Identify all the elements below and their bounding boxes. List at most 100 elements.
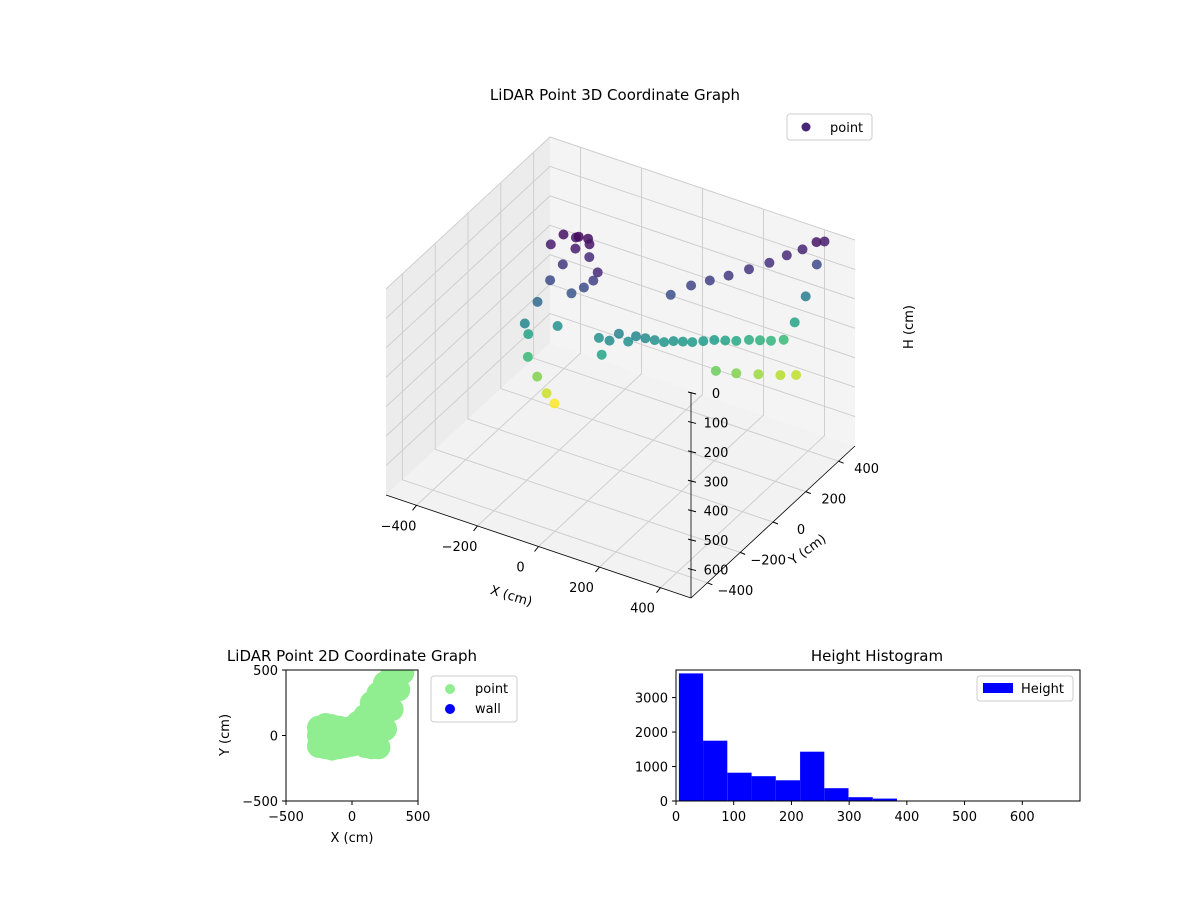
chart3d-point	[755, 335, 765, 346]
histogram-legend-box	[976, 675, 1074, 702]
chart3d-point	[744, 264, 754, 275]
chart3d-point	[613, 328, 624, 339]
chart3d-point	[631, 331, 641, 342]
chart3d-point	[593, 332, 604, 343]
chart3d-ticklabel-x: −400	[381, 519, 417, 534]
chart3d-point	[584, 239, 595, 250]
chart3d-point	[623, 336, 634, 347]
chart3d-gridline-x	[660, 229, 825, 589]
chart3d-xlabel: X (cm)	[488, 583, 534, 610]
histogram-ticks: 0 100 200 300 400 500 600 0 1000 2000 3000	[635, 692, 1035, 825]
chart3d-tick-z	[687, 538, 697, 542]
histogram-bars	[678, 673, 994, 801]
chart3d-ticklabel-z: 100	[704, 416, 729, 431]
chart2d-ticklabel-y: −500	[242, 795, 278, 810]
chart2d-points	[307, 670, 415, 761]
chart3d-point	[596, 349, 607, 360]
chart2d-ticks: −500 0 500 −500 0 500	[242, 664, 430, 825]
histogram-bar	[800, 751, 825, 801]
chart3d-ticklabel-x: −200	[442, 540, 478, 555]
chart3d-point	[778, 334, 789, 345]
histogram-bar	[703, 740, 728, 801]
chart3d-point	[709, 335, 720, 345]
chart3d-point	[665, 289, 676, 300]
chart2d-legend-marker-wall	[445, 704, 455, 714]
chart2d-legend-marker-point	[445, 684, 455, 694]
chart2d-ticklabel-x: 0	[348, 810, 356, 825]
chart3d-point	[659, 337, 670, 348]
chart3d-gridline-x	[477, 167, 642, 527]
chart2d-legend: point wall	[430, 675, 518, 723]
histogram-legend-label: Height	[1021, 682, 1064, 697]
chart3d-ticklabel-y: −200	[750, 553, 786, 568]
chart3d-point	[541, 388, 552, 399]
histogram-ticklabel-x: 300	[837, 810, 862, 825]
chart2d-point	[366, 735, 391, 760]
chart3d-gridline-z	[385, 165, 856, 319]
chart3d-point	[723, 270, 734, 281]
chart3d-gridline-y	[467, 213, 774, 523]
chart3d-point	[791, 370, 802, 380]
chart2d-ticklabel-y: 500	[253, 664, 278, 679]
chart3d-point	[519, 318, 530, 329]
chart3d-gridline-y	[533, 152, 839, 462]
chart3d-ticklabel-z: 200	[704, 446, 729, 461]
chart3d-ticklabel-y: 400	[854, 462, 879, 477]
chart3d-title: LiDAR Point 3D Coordinate Graph	[490, 86, 740, 104]
chart3d-ticklabel-y: 200	[821, 493, 846, 508]
chart3d-ticklabel-z: 600	[704, 564, 729, 579]
chart3d-point	[677, 336, 688, 347]
chart3d-point	[704, 275, 715, 286]
chart3d-point	[604, 335, 615, 346]
chart2d-title: LiDAR Point 2D Coordinate Graph	[227, 647, 477, 665]
chart3d-tick-y	[707, 582, 713, 586]
chart3d-gridline-z	[385, 195, 856, 349]
chart3d-tick-x	[595, 566, 600, 573]
chart3d-tick-z	[687, 568, 697, 572]
chart3d-gridline-y	[500, 182, 806, 493]
chart3d-tick-x	[534, 546, 539, 552]
chart3d-gridline-y	[434, 243, 741, 553]
chart3d-point	[558, 229, 569, 240]
chart3d-point	[686, 280, 697, 291]
chart3d-ticklabel-x: 400	[630, 602, 655, 617]
chart3d-point	[523, 329, 534, 340]
chart2d-point	[377, 673, 401, 698]
chart3d-point	[731, 368, 742, 379]
chart3d-legend-label: point	[830, 121, 863, 136]
chart3d-tick-z	[687, 479, 697, 483]
chart3d-ylabel: Y (cm)	[786, 532, 830, 569]
chart3d-tick-z	[687, 450, 697, 454]
chart2d-ticklabel-y: 0	[270, 730, 278, 745]
chart3d-ticklabel-z: 0	[712, 387, 720, 402]
chart3d-point	[545, 239, 556, 250]
chart3d-point	[811, 237, 822, 248]
chart3d-tick-y	[805, 491, 811, 495]
chart3d-zlabel: H (cm)	[902, 305, 917, 349]
chart3d-ticklabel-x: 200	[569, 581, 594, 596]
histogram-bar	[872, 798, 897, 801]
chart3d-point	[588, 275, 599, 286]
chart3d-gridline-z	[385, 136, 856, 290]
chart3d-gridline-z	[385, 254, 856, 408]
chart-histogram: Height Histogram 0 100 200 300 400 500 600 0 100…	[635, 647, 1081, 825]
chart3d-point	[789, 317, 800, 328]
chart3d-gridline-x	[538, 188, 703, 547]
chart3d-tick-x	[473, 525, 478, 532]
histogram-frame	[675, 669, 1081, 802]
chart3d-point	[549, 398, 560, 409]
histogram-bar	[727, 772, 752, 801]
histogram-bar	[775, 780, 800, 801]
chart3d-point	[764, 257, 775, 268]
chart3d-point	[522, 351, 533, 362]
chart3d-point	[775, 370, 786, 381]
chart3d-gridline-y	[401, 273, 708, 584]
chart3d-point	[720, 335, 731, 346]
histogram-ticklabel-y: 0	[660, 795, 668, 810]
chart3d-tick-x	[412, 504, 417, 511]
histogram-ticklabel-x: 500	[952, 810, 977, 825]
chart3d-point	[649, 335, 660, 346]
chart3d-tick-z	[687, 391, 697, 395]
chart3d-ticklabel-z: 500	[704, 534, 729, 549]
chart3d-point	[640, 333, 651, 344]
